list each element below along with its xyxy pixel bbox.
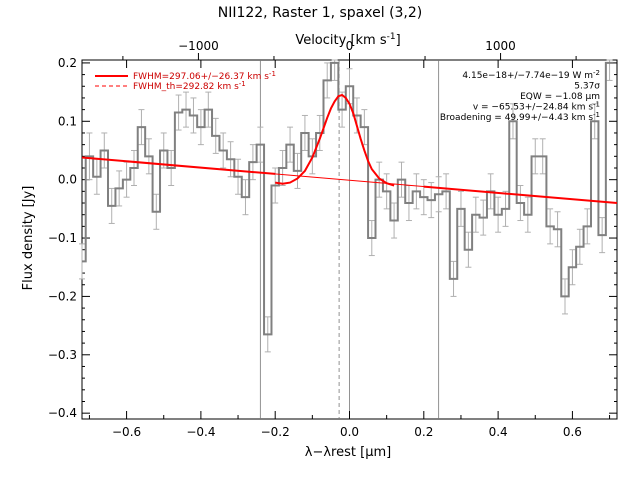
baseline-thick bbox=[423, 185, 618, 205]
y-tick-label: 0.1 bbox=[58, 114, 77, 128]
annotation-4: Broadening = 49.99+/−4.43 km s-1 bbox=[440, 111, 600, 123]
legend-unit-exponent: -1 bbox=[239, 80, 246, 88]
annotation-0: 4.15e−18+/−7.74e−19 W m-2 bbox=[462, 69, 600, 81]
top-axis-label-bracket: ] bbox=[396, 33, 401, 48]
plot-area: −0.6 −0.4 −0.2 0.0 0.2 0.4 0.6 −1000 0 1000 −0.4 −0… bbox=[48, 39, 618, 439]
legend-unit-exponent: -1 bbox=[269, 70, 276, 78]
x-tick-label: 0.6 bbox=[563, 425, 582, 439]
top-axis-label: Velocity [km s-1] bbox=[295, 32, 400, 48]
annotation-3: v = −65.53+/−24.84 km s-1 bbox=[473, 101, 600, 113]
y-tick-label: −0.1 bbox=[48, 231, 77, 245]
top-tick-label: −1000 bbox=[178, 39, 219, 53]
x-tick-label: −0.2 bbox=[261, 425, 290, 439]
x-tick-label: 0.0 bbox=[340, 425, 359, 439]
y-tick-label: −0.4 bbox=[48, 406, 77, 420]
x-tick-label: 0.4 bbox=[489, 425, 508, 439]
y-axis-label: Flux density [Jy] bbox=[21, 186, 36, 291]
y-tick-label: −0.3 bbox=[48, 348, 77, 362]
x-tick-label: 0.2 bbox=[414, 425, 433, 439]
x-axis-label: λ−λrest [μm] bbox=[305, 445, 391, 460]
y-tick-label: 0.0 bbox=[58, 173, 77, 187]
x-tick-label: −0.4 bbox=[186, 425, 215, 439]
annotation-1: 5.37σ bbox=[574, 82, 600, 92]
y-tick-label: −0.2 bbox=[48, 289, 77, 303]
top-tick-label: 1000 bbox=[485, 39, 516, 53]
x-tick-label: −0.6 bbox=[112, 425, 141, 439]
top-axis-label-exponent: -1 bbox=[387, 32, 396, 42]
annotation-2: EQW = −1.08 μm bbox=[520, 92, 600, 102]
data-steps-series bbox=[82, 61, 614, 336]
y-tick-label: 0.2 bbox=[58, 56, 77, 70]
top-tick-label: 0 bbox=[346, 39, 354, 53]
legend-label-0: FWHM=297.06+/−26.37 km s-1 bbox=[133, 70, 276, 82]
annotation-unit-exponent: -1 bbox=[593, 101, 600, 109]
annotation-unit-exponent: -2 bbox=[593, 69, 600, 77]
gaussian-fit-line bbox=[275, 93, 395, 187]
chart-title: NII122, Raster 1, spaxel (3,2) bbox=[218, 5, 423, 21]
baseline-thick-left bbox=[81, 156, 276, 175]
legend-label-1: FWHM_th=292.82 km s-1 bbox=[133, 80, 246, 92]
top-axis-label-text: Velocity [km s bbox=[295, 33, 387, 48]
annotation-unit-exponent: -1 bbox=[593, 111, 600, 119]
